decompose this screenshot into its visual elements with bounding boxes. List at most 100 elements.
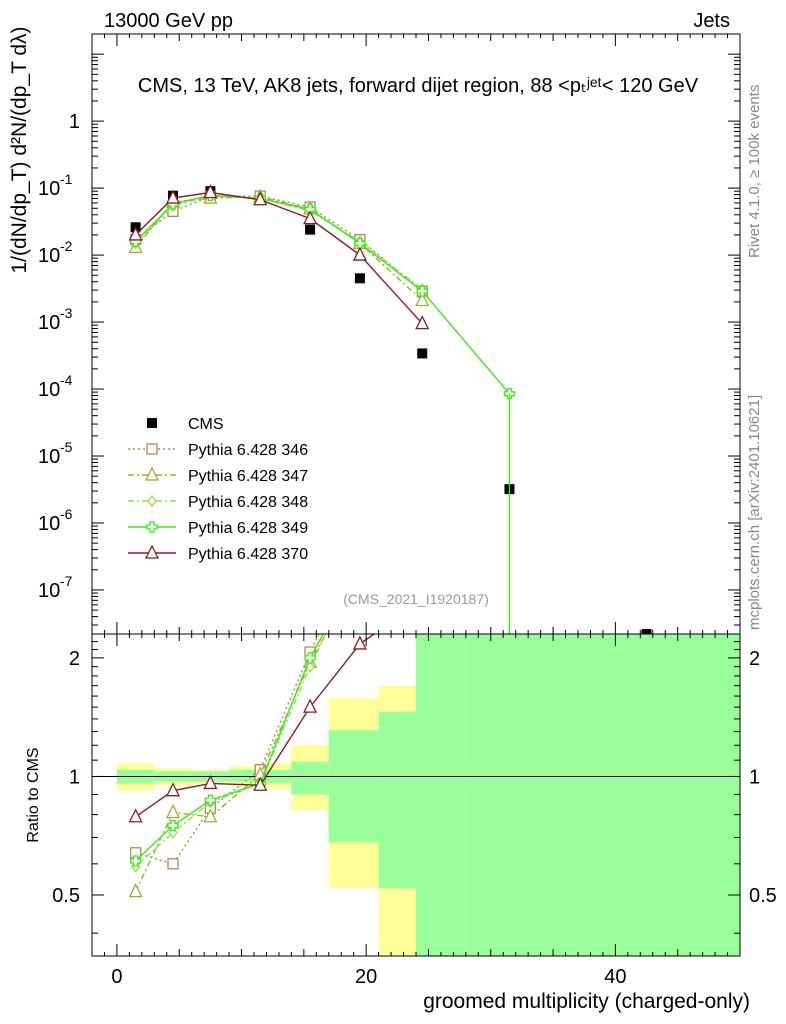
ratio-data-point [167, 820, 179, 832]
main-data-point [352, 246, 367, 261]
ratio-y-tick-label: 0.5 [52, 885, 80, 907]
main-series-4 [129, 189, 516, 400]
ratio-data-point [304, 652, 316, 664]
ratio-data-point [128, 808, 143, 823]
legend-marker [147, 494, 157, 508]
main-y-axis-label: 1/(dN/dp_T) d²N/(dp_T dλ) [8, 26, 31, 273]
main-data-point [415, 315, 430, 330]
ratio-data-point [418, 396, 426, 406]
main-data-point [416, 285, 428, 297]
y-tick-label-exponent: -3 [60, 305, 73, 321]
legend-item: Pythia 6.428 346 [128, 442, 308, 459]
legend: CMS Pythia 6.428 346 Pythia 6.428 347 Pythi… [128, 416, 308, 563]
header-category: Jets [693, 10, 730, 32]
ratio-band-green [291, 761, 329, 795]
ratio-band-green [229, 769, 267, 782]
ratio-y-tick-label: 1 [69, 766, 80, 788]
main-data-point [503, 388, 516, 400]
main-panel-frame [91, 33, 741, 635]
legend-marker [144, 544, 160, 559]
y-tick-label-exponent: -4 [60, 372, 73, 388]
ratio-series-1 [128, 457, 428, 898]
ratio-data-point [165, 782, 181, 797]
ratio-band-green [328, 730, 379, 843]
ratio-data-point [128, 883, 143, 898]
y-tick-label-base: 10 [38, 178, 60, 200]
x-tick-label: 0 [111, 966, 122, 988]
y-tick-label-exponent: -2 [60, 238, 73, 254]
y-tick-label: 10 -5 [38, 439, 73, 468]
legend-marker [147, 418, 157, 428]
ratio-y-tick-label: 0.5 [749, 885, 777, 907]
x-tick-label: 20 [355, 966, 377, 988]
y-tick-label: 1 [69, 111, 80, 133]
ratio-band-green [465, 634, 740, 956]
y-tick-label-exponent: -7 [60, 573, 73, 589]
ratio-y-axis-label: Ratio to CMS [25, 747, 42, 842]
y-tick-label-base: 10 [38, 245, 60, 267]
ratio-data-point [129, 855, 142, 867]
legend-marker [146, 521, 158, 533]
y-tick-label-exponent: -6 [60, 506, 73, 522]
y-tick-label-base: 10 [38, 379, 60, 401]
legend-label: Pythia 6.428 348 [188, 494, 308, 511]
ratio-data-point [253, 776, 268, 791]
main-data-point [303, 210, 318, 225]
ratio-data-point [355, 562, 365, 572]
main-series-0 [130, 186, 652, 634]
ratio-y-tick-label: 1 [749, 766, 760, 788]
legend-label: Pythia 6.428 346 [188, 442, 308, 459]
main-data-point [415, 292, 430, 307]
legend-item: Pythia 6.428 347 [128, 466, 308, 485]
ratio-data-point [355, 543, 365, 553]
legend-item: CMS [147, 416, 224, 433]
main-data-point [641, 629, 652, 634]
ratio-data-point [165, 804, 181, 819]
legend-item: Pythia 6.428 349 [128, 520, 308, 537]
ratio-series-4 [128, 634, 376, 823]
main-data-point [305, 224, 316, 235]
ratio-data-point [203, 774, 218, 790]
legend-label: Pythia 6.428 370 [188, 546, 308, 563]
legend-label: Pythia 6.428 347 [188, 468, 308, 485]
y-tick-label: 10 -2 [38, 238, 73, 267]
x-axis-label: groomed multiplicity (charged-only) [423, 990, 750, 1013]
legend-item: Pythia 6.428 370 [128, 544, 308, 563]
legend-label: Pythia 6.428 349 [188, 520, 308, 537]
main-data-point [354, 237, 366, 249]
legend-marker [146, 443, 158, 455]
ratio-data-point [167, 858, 179, 870]
ratio-data-point [204, 794, 217, 806]
main-data-point [165, 189, 181, 204]
y-tick-label-exponent: -1 [60, 171, 73, 187]
y-tick-label: 10 -3 [38, 305, 73, 334]
main-data-point [354, 273, 365, 284]
main-title: CMS, 13 TeV, AK8 jets, forward dijet reg… [138, 75, 699, 97]
y-tick-label: 10 -1 [38, 171, 73, 200]
y-tick-label: 10 -4 [38, 372, 73, 401]
main-data-point [203, 184, 218, 199]
legend-label: CMS [188, 416, 224, 433]
ratio-data-point [356, 557, 364, 567]
y-tick-label: 10 -7 [38, 573, 73, 602]
ratio-y-tick-label: 2 [69, 648, 80, 670]
main-data-point [417, 348, 428, 359]
ratio-data-point [417, 405, 427, 415]
legend-marker [144, 466, 160, 481]
ratio-data-point [416, 457, 428, 469]
x-tick-label: 40 [604, 966, 626, 988]
ratio-data-point [203, 808, 218, 823]
y-tick-label-exponent: -5 [60, 439, 73, 455]
ratio-band-green [416, 634, 466, 956]
ratio-y-tick-label: 2 [749, 648, 760, 670]
analysis-watermark: (CMS_2021_I1920187) [343, 591, 489, 607]
ratio-data-point [352, 635, 367, 650]
main-series-5 [128, 184, 430, 330]
y-tick-label-base: 10 [38, 513, 60, 535]
main-series-line [135, 194, 510, 395]
y-tick-label-base: 10 [38, 312, 60, 334]
y-tick-label-base: 10 [38, 446, 60, 468]
main-data-point [253, 191, 268, 206]
ratio-data-point [417, 405, 427, 415]
ratio-data-point [303, 698, 318, 713]
